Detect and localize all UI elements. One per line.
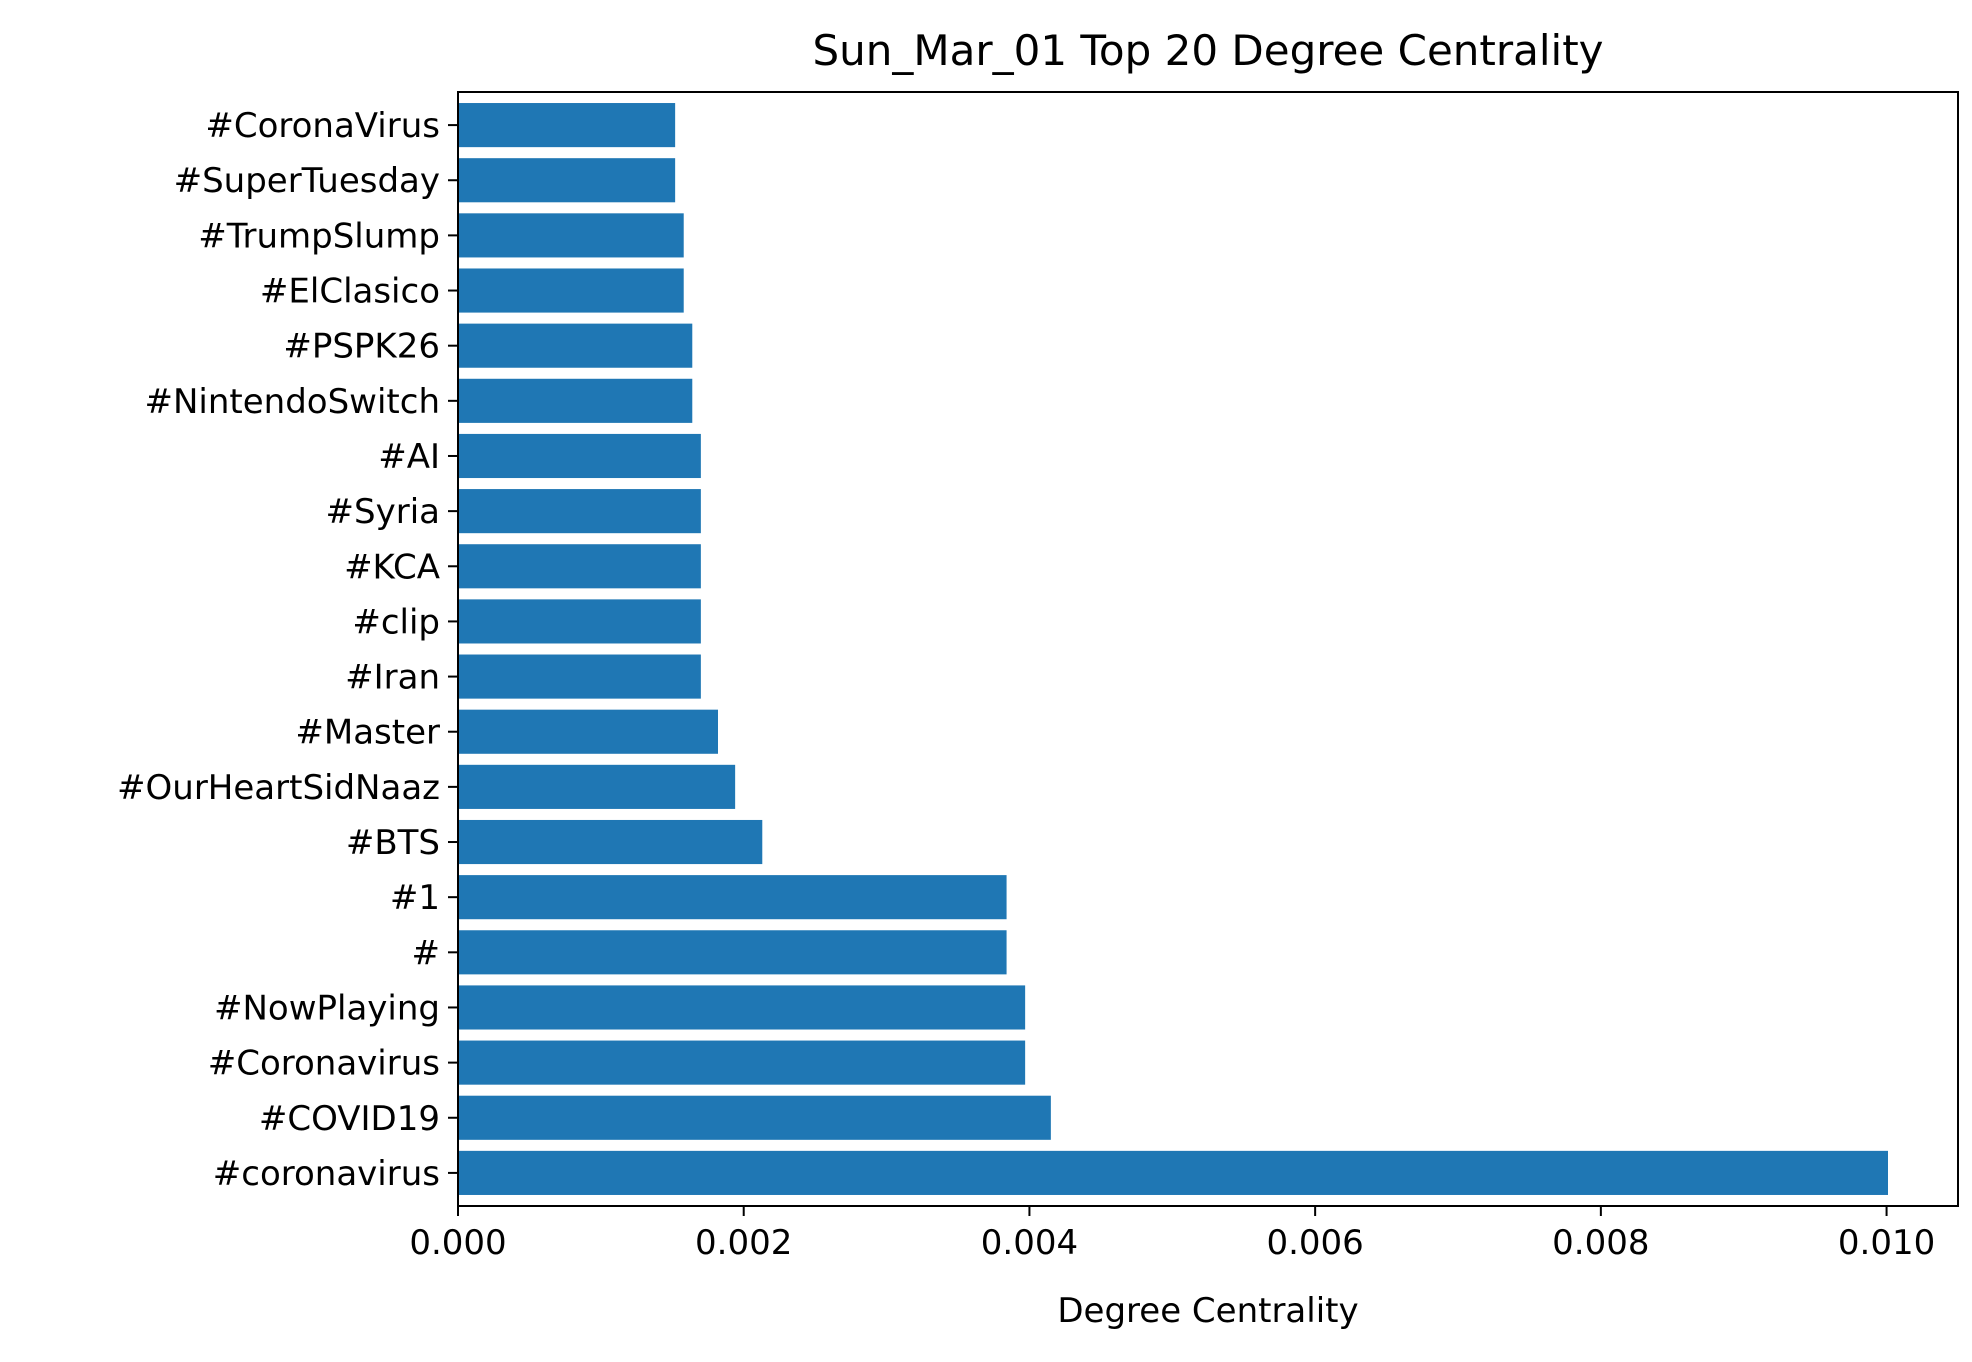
bar-16 [458,268,684,313]
chart-title: Sun_Mar_01 Top 20 Degree Centrality [812,26,1603,75]
y-tick-label: #NintendoSwitch [144,382,440,422]
bar-5 [458,875,1007,920]
y-tick-label: #Iran [345,658,440,698]
y-tick-label: #Syria [326,492,440,532]
x-tick-label: 0.010 [1838,1223,1935,1263]
y-tick-label: #TrumpSlump [198,216,440,256]
y-tick-label: #KCA [344,547,440,587]
y-tick-label: #Master [295,713,440,753]
bar-11 [458,544,701,589]
y-tick-label: #NowPlaying [214,988,440,1028]
plot-frame [457,91,1959,1207]
bar-2 [458,1040,1026,1085]
bar-12 [458,489,701,534]
x-tick-label: 0.008 [1552,1223,1649,1263]
bar-15 [458,323,693,368]
y-tick-label: # [412,933,441,973]
x-tick-label: 0.002 [695,1223,792,1263]
x-tick-label: 0.004 [981,1223,1078,1263]
y-tick-label: #Coronavirus [208,1044,440,1084]
y-tick-label: #clip [352,602,440,642]
y-tick-label: #BTS [346,823,440,863]
y-tick-label: #coronavirus [213,1154,440,1194]
bar-6 [458,819,763,865]
bar-4 [458,930,1007,975]
y-tick-label: #1 [390,878,440,918]
bar-13 [458,433,701,479]
y-axis-ticks: #coronavirus #COVID19 #Coronavirus #NowPlay… [117,106,458,1194]
bar-8 [458,709,718,754]
x-tick-label: 0.006 [1266,1223,1363,1263]
y-tick-label: #ElClasico [260,272,440,312]
y-tick-label: #AI [378,437,440,477]
bar-17 [458,213,684,258]
bar-18 [458,158,676,203]
x-axis-ticks: 0.000 0.002 0.004 0.006 0.008 0.010 [409,1206,1935,1263]
y-tick-label: #CoronaVirus [205,106,440,146]
bars-group [458,103,1888,1195]
bar-14 [458,378,693,423]
bar-9 [458,654,701,699]
bar-19 [458,103,676,148]
y-tick-label: #OurHeartSidNaaz [117,768,440,808]
y-tick-label: #PSPK26 [283,327,440,367]
x-tick-label: 0.000 [409,1223,506,1263]
bar-10 [458,599,701,644]
bar-0 [458,1150,1888,1195]
bar-7 [458,764,736,809]
y-tick-label: #COVID19 [259,1099,440,1139]
bar-3 [458,985,1026,1030]
y-tick-label: #SuperTuesday [174,161,440,201]
bar-1 [458,1095,1051,1140]
x-axis-label: Degree Centrality [1057,1291,1358,1331]
